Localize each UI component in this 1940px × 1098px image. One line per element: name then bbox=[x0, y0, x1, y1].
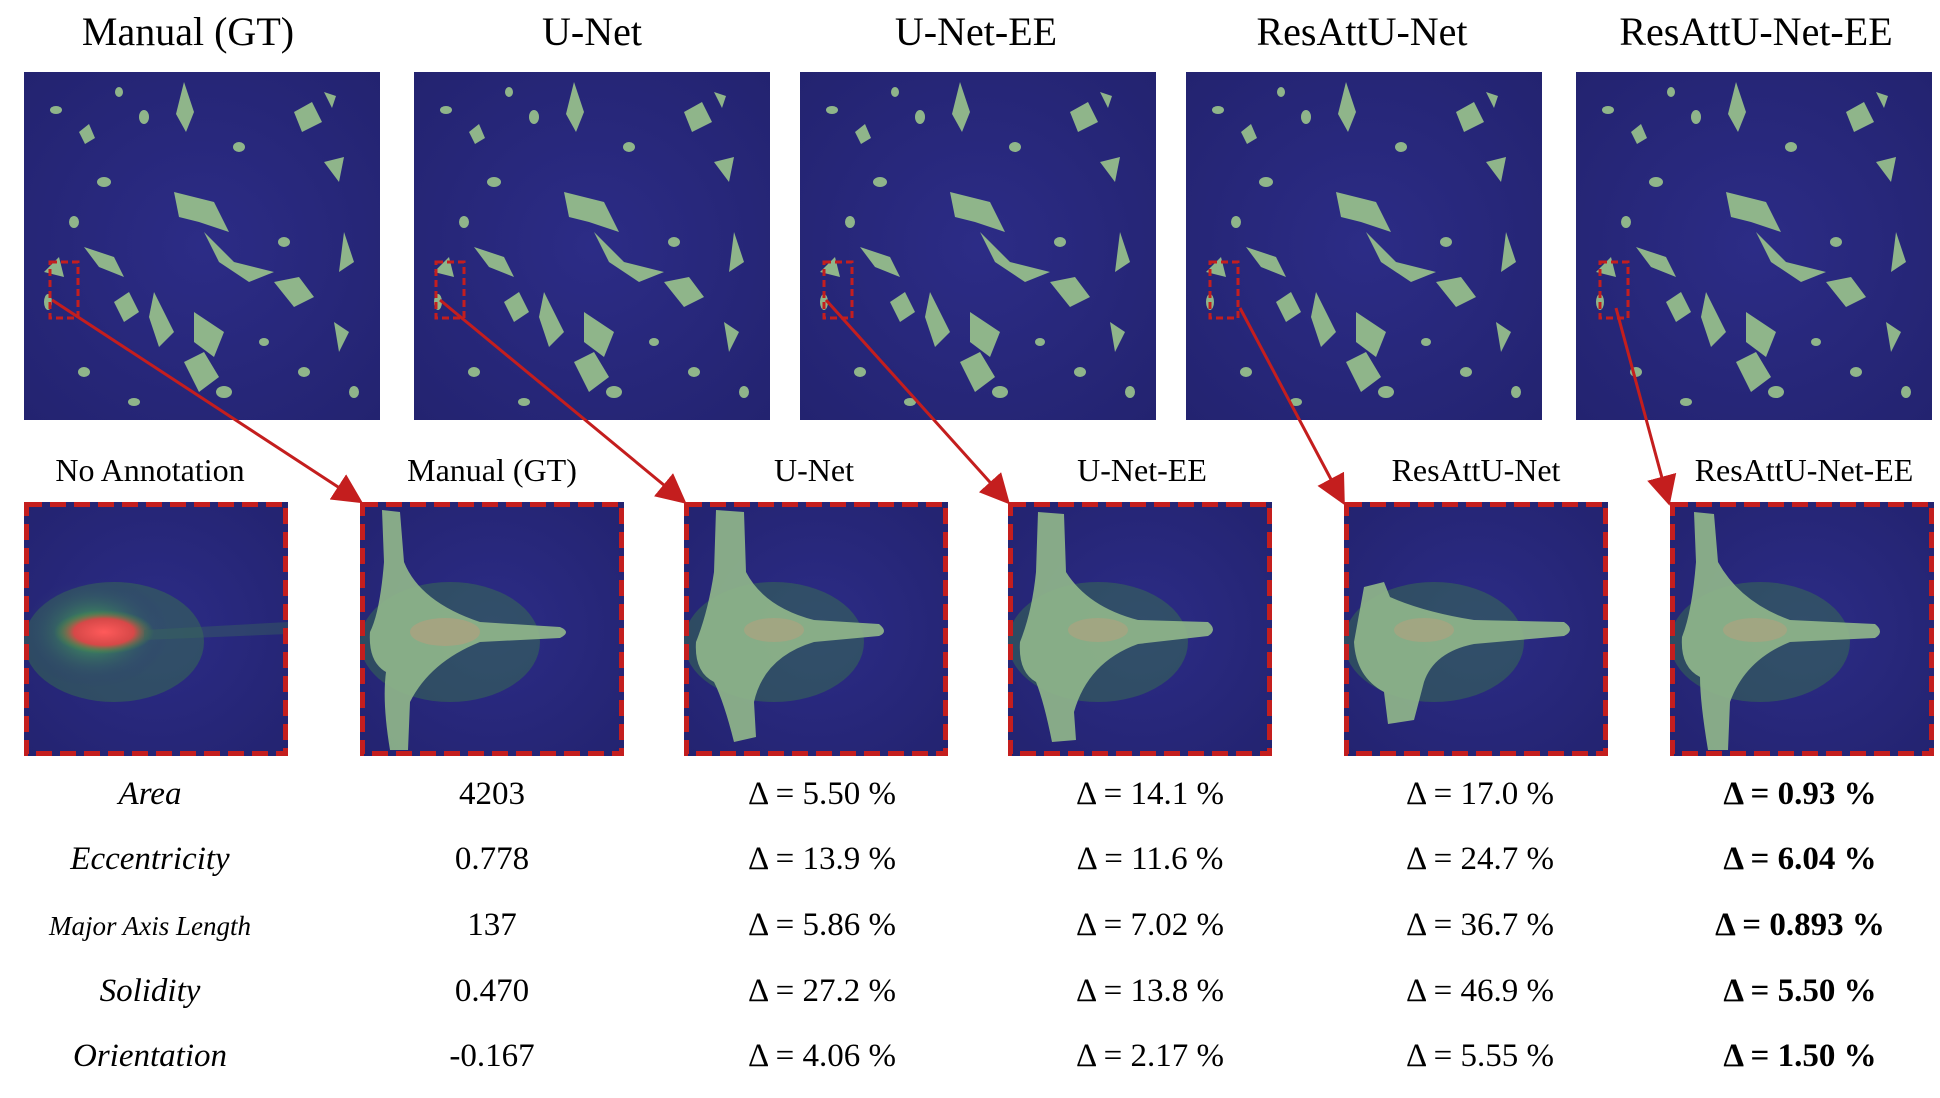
crop-no-annotation bbox=[24, 502, 288, 756]
arrow-resattunet bbox=[1238, 307, 1345, 506]
segmentation-panel-unet bbox=[414, 72, 770, 420]
crop-manual bbox=[360, 502, 624, 756]
resattunet-ee-delta: Δ = 1.50 % bbox=[1723, 1038, 1877, 1074]
unet-delta: Δ = 5.50 % bbox=[747, 776, 896, 812]
resattunet-ee-delta: Δ = 0.893 % bbox=[1715, 907, 1885, 943]
crop-title-manual: Manual (GT) bbox=[407, 452, 577, 488]
unet-delta: Δ = 13.9 % bbox=[747, 841, 896, 877]
gt-value: 0.778 bbox=[454, 841, 530, 877]
resattunet-delta: Δ = 17.0 % bbox=[1405, 776, 1554, 812]
resattunet-delta: Δ = 24.7 % bbox=[1405, 841, 1554, 877]
resattunet-delta: Δ = 46.9 % bbox=[1405, 973, 1554, 1009]
metric-label: Area bbox=[118, 776, 182, 812]
segmentation-panel-unet-ee bbox=[800, 72, 1156, 420]
crop-title-resattunet: ResAttU-Net bbox=[1391, 452, 1561, 488]
unet-ee-delta: Δ = 13.8 % bbox=[1075, 973, 1224, 1009]
arrow-resattunet-ee bbox=[1614, 307, 1677, 506]
unet-ee-delta: Δ = 7.02 % bbox=[1075, 907, 1224, 943]
table-row: Eccentricity 0.778 Δ = 13.9 % Δ = 11.6 %… bbox=[0, 841, 1940, 901]
gt-value: 137 bbox=[467, 907, 517, 943]
top-title-manual: Manual (GT) bbox=[81, 9, 295, 54]
arrow-unet bbox=[439, 298, 687, 504]
gt-value: 4203 bbox=[459, 776, 525, 812]
resattunet-ee-delta: Δ = 5.50 % bbox=[1723, 973, 1877, 1009]
crop-unet bbox=[684, 502, 948, 756]
resattunet-ee-delta: Δ = 0.93 % bbox=[1723, 776, 1877, 812]
crop-title-resattunet-ee: ResAttU-Net-EE bbox=[1694, 452, 1914, 488]
resattunet-delta: Δ = 5.55 % bbox=[1405, 1038, 1554, 1074]
crop-title-unet: U-Net bbox=[774, 452, 854, 488]
metric-label: Orientation bbox=[73, 1038, 227, 1074]
table-row: Orientation -0.167 Δ = 4.06 % Δ = 2.17 %… bbox=[0, 1038, 1940, 1098]
top-title-resattunet-ee: ResAttU-Net-EE bbox=[1619, 9, 1893, 54]
metric-label: Eccentricity bbox=[70, 841, 230, 877]
gt-value: 0.470 bbox=[454, 973, 530, 1009]
metric-label: Major Axis Length bbox=[49, 911, 251, 941]
unet-delta: Δ = 4.06 % bbox=[747, 1038, 896, 1074]
top-title-unet-ee: U-Net-EE bbox=[894, 9, 1058, 54]
table-row: Solidity 0.470 Δ = 27.2 % Δ = 13.8 % Δ =… bbox=[0, 973, 1940, 1033]
crop-resattunet-ee bbox=[1670, 502, 1934, 756]
unet-ee-delta: Δ = 14.1 % bbox=[1075, 776, 1224, 812]
segmentation-panel-resattunet bbox=[1186, 72, 1542, 420]
table-row: Major Axis Length 137 Δ = 5.86 % Δ = 7.0… bbox=[0, 907, 1940, 967]
unet-ee-delta: Δ = 11.6 % bbox=[1076, 841, 1224, 877]
crop-title-no-annotation: No Annotation bbox=[55, 452, 245, 488]
resattunet-ee-delta: Δ = 6.04 % bbox=[1723, 841, 1877, 877]
crop-resattunet bbox=[1344, 502, 1608, 756]
segmentation-panel-manual bbox=[24, 72, 380, 420]
crop-title-unet-ee: U-Net-EE bbox=[1077, 452, 1207, 488]
arrow-manual bbox=[51, 298, 364, 504]
gt-value: -0.167 bbox=[449, 1038, 535, 1074]
unet-ee-delta: Δ = 2.17 % bbox=[1075, 1038, 1224, 1074]
unet-delta: Δ = 27.2 % bbox=[747, 973, 896, 1009]
crop-unet-ee bbox=[1008, 502, 1272, 756]
arrow-unet-ee bbox=[824, 298, 1011, 505]
segmentation-panel-resattunet-ee bbox=[1576, 72, 1932, 420]
top-title-resattunet: ResAttU-Net bbox=[1256, 9, 1468, 54]
table-row: Area 4203 Δ = 5.50 % Δ = 14.1 % Δ = 17.0… bbox=[0, 776, 1940, 836]
resattunet-delta: Δ = 36.7 % bbox=[1405, 907, 1554, 943]
unet-delta: Δ = 5.86 % bbox=[747, 907, 896, 943]
metric-label: Solidity bbox=[99, 973, 201, 1009]
top-title-unet: U-Net bbox=[542, 9, 642, 54]
